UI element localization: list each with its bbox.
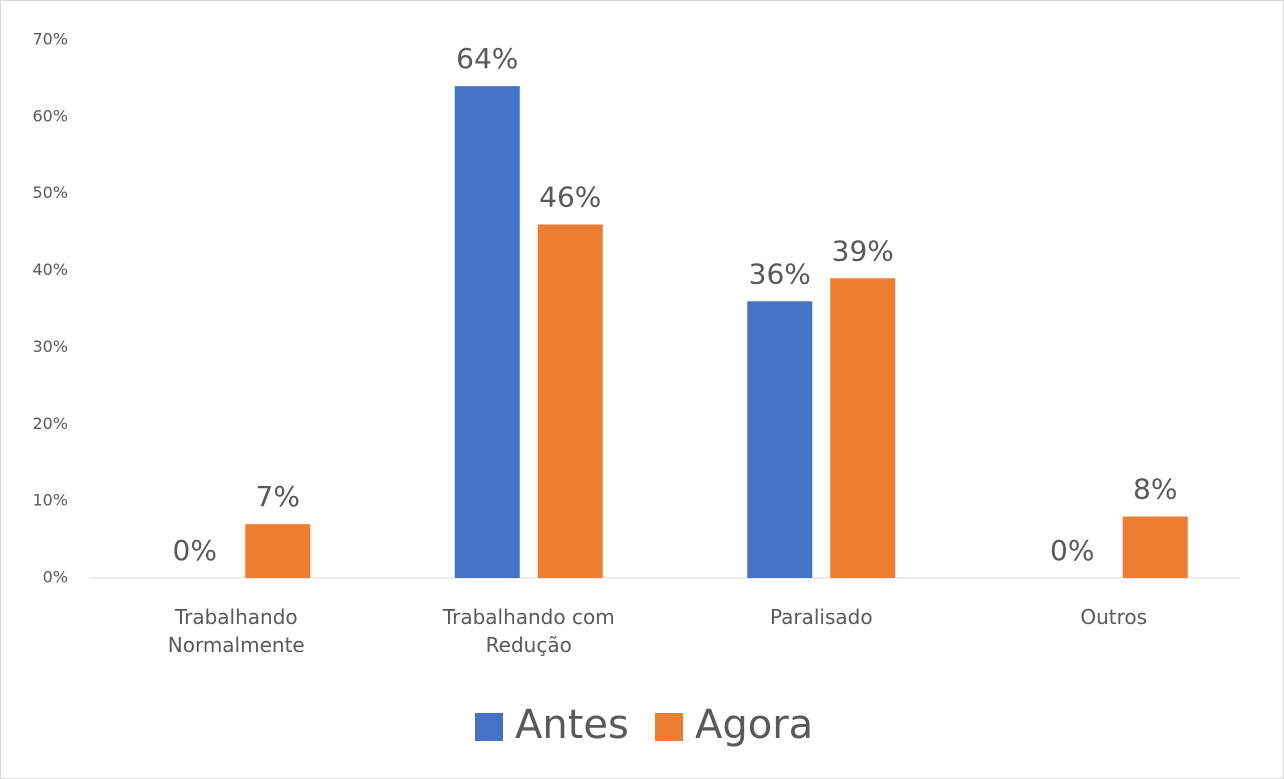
data-label: 39% — [832, 234, 894, 267]
bar — [747, 301, 813, 578]
data-label: 36% — [749, 257, 811, 290]
y-tick-label: 30% — [32, 337, 68, 356]
data-label: 64% — [456, 42, 518, 75]
data-label: 0% — [173, 534, 217, 567]
data-label: 8% — [1133, 473, 1177, 506]
legend-label: Antes — [515, 702, 629, 748]
y-tick-label: 60% — [32, 106, 68, 125]
legend-swatch — [475, 713, 503, 741]
data-label: 7% — [256, 480, 300, 513]
y-tick-label: 50% — [32, 183, 68, 202]
x-tick-label: Trabalhando com Redução — [442, 605, 615, 657]
bar — [454, 86, 520, 578]
data-label: 46% — [539, 180, 601, 213]
bar — [537, 224, 603, 578]
x-tick-label: Trabalhando Normalmente — [167, 605, 305, 657]
bar — [830, 278, 896, 578]
y-tick-label: 10% — [32, 491, 68, 510]
legend-label: Agora — [695, 702, 813, 748]
bar — [245, 524, 311, 578]
data-label: 0% — [1050, 534, 1094, 567]
y-tick-label: 40% — [32, 260, 68, 279]
y-tick-label: 0% — [43, 568, 68, 587]
y-tick-label: 70% — [32, 30, 68, 49]
legend-swatch — [655, 713, 683, 741]
bar — [1122, 516, 1188, 578]
x-tick-label: Outros — [1080, 605, 1148, 629]
x-tick-label: Paralisado — [769, 605, 873, 629]
y-tick-label: 20% — [32, 414, 68, 433]
